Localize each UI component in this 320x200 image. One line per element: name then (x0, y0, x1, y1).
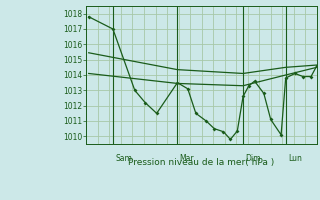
X-axis label: Pression niveau de la mer( hPa ): Pression niveau de la mer( hPa ) (128, 158, 275, 167)
Text: Sam: Sam (115, 154, 132, 163)
Text: Mar: Mar (180, 154, 194, 163)
Text: Dim: Dim (245, 154, 261, 163)
Text: Lun: Lun (288, 154, 302, 163)
